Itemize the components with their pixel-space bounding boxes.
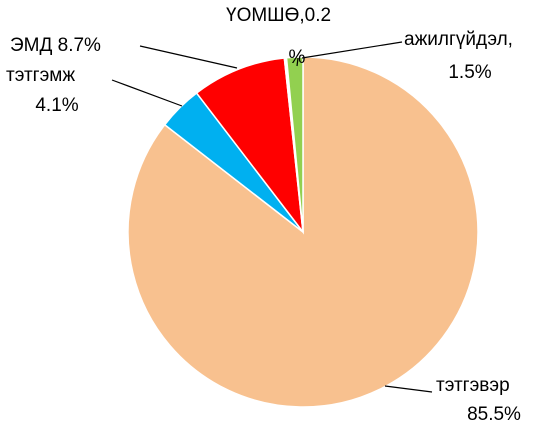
pie-slice bbox=[195, 57, 305, 235]
data-label: тэтгэвэр bbox=[436, 375, 510, 396]
pie-slice bbox=[285, 56, 304, 233]
data-label: ажилгүйдэл, bbox=[404, 29, 513, 50]
data-label: 85.5% bbox=[467, 404, 521, 423]
data-label: ЭМД 8.7% bbox=[10, 35, 101, 56]
data-label: ҮОМШӨ,0.2 bbox=[226, 5, 331, 26]
data-label: тэтгэмж bbox=[6, 65, 75, 86]
leader-line bbox=[111, 79, 183, 107]
leader-line bbox=[296, 57, 299, 67]
leader-line bbox=[301, 41, 403, 59]
leader-line bbox=[139, 45, 238, 69]
data-label: 4.1% bbox=[35, 95, 78, 116]
data-label: % bbox=[289, 47, 306, 68]
leader-line bbox=[384, 385, 433, 393]
data-label: 1.5% bbox=[448, 62, 491, 83]
